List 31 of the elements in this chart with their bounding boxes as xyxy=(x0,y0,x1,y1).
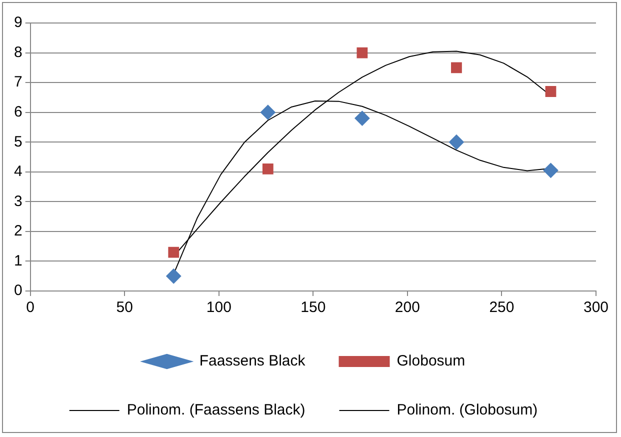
x-tick-label: 200 xyxy=(394,299,420,316)
point xyxy=(354,110,370,126)
point xyxy=(356,47,368,58)
point xyxy=(166,268,182,284)
y-tick-label: 0 xyxy=(14,282,22,300)
y-tick-label: 7 xyxy=(14,74,22,91)
point xyxy=(168,246,180,258)
y-tick-label: 9 xyxy=(14,14,22,32)
legend-label: Polinom. (Faassens Black) xyxy=(126,402,306,419)
y-tick-label: 2 xyxy=(14,222,22,240)
point xyxy=(262,163,274,174)
x-tick-label: 150 xyxy=(300,299,326,316)
y-tick-label: 3 xyxy=(14,192,22,210)
point xyxy=(451,62,462,74)
legend-label: Globosum xyxy=(396,352,466,370)
point xyxy=(543,162,558,178)
legend-label: Faassens Black xyxy=(199,352,306,370)
x-tick-label: 300 xyxy=(583,299,609,316)
y-tick-label: 8 xyxy=(14,44,22,61)
y-tick-label: 1 xyxy=(14,252,22,270)
y-tick-label: 5 xyxy=(14,133,22,150)
x-tick-label: 50 xyxy=(116,299,133,316)
x-tick-label: 0 xyxy=(26,299,35,316)
y-tick-label: 6 xyxy=(14,103,22,120)
legend-label: Polinom. (Globosum) xyxy=(396,402,538,419)
point xyxy=(448,134,464,150)
point xyxy=(545,86,556,97)
x-tick-label: 250 xyxy=(489,299,514,316)
x-tick-label: 100 xyxy=(206,299,232,316)
point xyxy=(260,104,276,120)
y-tick-label: 4 xyxy=(14,163,22,180)
